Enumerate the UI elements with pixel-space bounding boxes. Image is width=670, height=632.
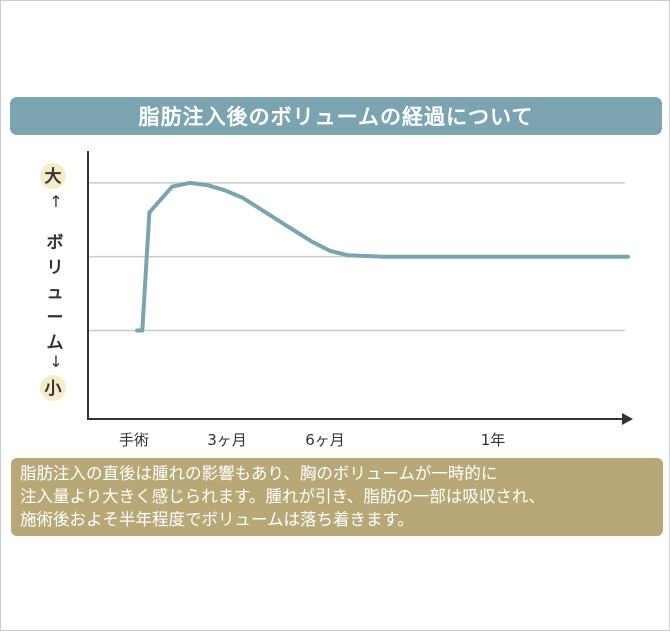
x-tick-label-surgery: 手術 xyxy=(119,431,149,449)
explanation-line-3: 施術後およそ半年程度でボリュームは落ち着きます。 xyxy=(20,510,414,529)
arrow-down-icon: ↓ xyxy=(49,352,62,371)
x-tick-label-3-months: 3ヶ月 xyxy=(207,431,247,449)
explanation-line-1: 脂肪注入の直後は腫れの影響もあり、胸のボリュームが一時的に xyxy=(20,464,498,483)
chart-title: 脂肪注入後のボリュームの経過について xyxy=(138,105,534,129)
volume-curve xyxy=(135,180,630,333)
large-label-circle xyxy=(40,163,66,189)
explanation-line-2: 注入量より大きく感じられます。腫れが引き、脂肪の一部は吸収され、 xyxy=(20,487,546,506)
title-banner: 脂肪注入後のボリュームの経過について xyxy=(10,97,662,135)
arrow-up-icon: ↑ xyxy=(49,192,62,211)
y-axis-label: ボリューム xyxy=(47,233,64,353)
y-bottom-label: 小 xyxy=(45,379,62,399)
x-tick-label-1-year: 1年 xyxy=(481,431,506,449)
x-tick-label-6-months: 6ヶ月 xyxy=(305,431,345,449)
small-label-circle xyxy=(40,375,66,401)
x-axis-arrowhead xyxy=(622,413,633,425)
y-top-label: 大 xyxy=(45,166,62,187)
explanation-box: 脂肪注入の直後は腫れの影響もあり、胸のボリュームが一時的に 注入量より大きく感じ… xyxy=(11,458,663,536)
